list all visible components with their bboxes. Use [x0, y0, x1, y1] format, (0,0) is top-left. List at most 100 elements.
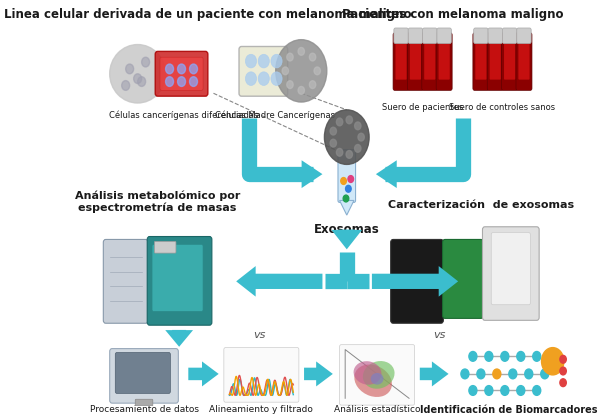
Circle shape	[271, 72, 282, 85]
Circle shape	[137, 77, 146, 87]
Circle shape	[337, 149, 343, 156]
Circle shape	[298, 47, 304, 55]
Text: Procesamiento de datos: Procesamiento de datos	[89, 405, 199, 414]
FancyBboxPatch shape	[439, 44, 450, 79]
Circle shape	[190, 77, 197, 87]
FancyBboxPatch shape	[224, 348, 299, 402]
Circle shape	[258, 72, 269, 85]
Circle shape	[178, 64, 185, 74]
FancyBboxPatch shape	[408, 28, 422, 44]
Circle shape	[346, 186, 351, 192]
FancyBboxPatch shape	[391, 240, 443, 323]
Text: Linea celular derivada de un paciente con melanoma maligno: Linea celular derivada de un paciente co…	[4, 8, 412, 22]
FancyBboxPatch shape	[473, 33, 489, 90]
Circle shape	[190, 64, 197, 74]
FancyBboxPatch shape	[410, 44, 421, 79]
FancyBboxPatch shape	[487, 33, 503, 90]
Text: Exosomas: Exosomas	[314, 223, 380, 236]
FancyBboxPatch shape	[422, 33, 438, 90]
Text: Células Madre Cancerígenas: Células Madre Cancerígenas	[215, 111, 335, 120]
Circle shape	[517, 352, 525, 361]
Circle shape	[330, 127, 337, 135]
FancyBboxPatch shape	[239, 47, 288, 96]
Text: Suero de controles sanos: Suero de controles sanos	[449, 103, 556, 112]
Circle shape	[142, 57, 149, 67]
FancyBboxPatch shape	[395, 44, 407, 79]
Text: Suero de pacientes: Suero de pacientes	[382, 103, 463, 112]
FancyBboxPatch shape	[504, 44, 515, 79]
Circle shape	[485, 386, 493, 395]
Circle shape	[122, 81, 130, 90]
Circle shape	[276, 40, 327, 102]
FancyBboxPatch shape	[155, 51, 208, 96]
Circle shape	[509, 369, 517, 379]
Ellipse shape	[110, 45, 166, 103]
Circle shape	[134, 74, 142, 84]
FancyBboxPatch shape	[517, 28, 531, 44]
Circle shape	[501, 386, 509, 395]
FancyBboxPatch shape	[422, 28, 437, 44]
Circle shape	[493, 369, 501, 379]
FancyBboxPatch shape	[154, 241, 176, 253]
Circle shape	[258, 54, 269, 68]
FancyBboxPatch shape	[147, 237, 212, 325]
Circle shape	[125, 64, 134, 74]
Circle shape	[560, 367, 566, 375]
Circle shape	[469, 386, 477, 395]
Circle shape	[485, 352, 493, 361]
Text: Identificación de Biomarcadores: Identificación de Biomarcadores	[420, 405, 598, 415]
FancyBboxPatch shape	[437, 28, 451, 44]
FancyBboxPatch shape	[436, 33, 452, 90]
Circle shape	[310, 53, 316, 61]
FancyBboxPatch shape	[115, 352, 170, 394]
Polygon shape	[340, 201, 354, 215]
Circle shape	[461, 369, 469, 379]
FancyBboxPatch shape	[475, 44, 487, 79]
FancyBboxPatch shape	[502, 28, 517, 44]
FancyBboxPatch shape	[160, 57, 203, 90]
Circle shape	[298, 87, 304, 94]
FancyBboxPatch shape	[338, 150, 356, 203]
Circle shape	[346, 151, 352, 158]
Circle shape	[343, 195, 349, 202]
Circle shape	[287, 81, 293, 89]
Text: vs: vs	[433, 330, 446, 340]
FancyBboxPatch shape	[407, 33, 424, 90]
Circle shape	[358, 133, 364, 141]
Ellipse shape	[371, 373, 383, 385]
Circle shape	[348, 176, 353, 183]
Circle shape	[517, 386, 525, 395]
Circle shape	[477, 369, 485, 379]
Circle shape	[337, 118, 343, 126]
Circle shape	[245, 54, 257, 68]
Ellipse shape	[363, 361, 395, 389]
Circle shape	[469, 352, 477, 361]
Text: vs: vs	[254, 330, 266, 340]
FancyBboxPatch shape	[152, 244, 203, 312]
FancyBboxPatch shape	[488, 28, 502, 44]
FancyBboxPatch shape	[393, 33, 409, 90]
Circle shape	[533, 386, 541, 395]
FancyBboxPatch shape	[443, 240, 483, 318]
Circle shape	[542, 348, 564, 375]
FancyBboxPatch shape	[340, 345, 415, 405]
Circle shape	[330, 139, 337, 147]
FancyBboxPatch shape	[110, 349, 178, 403]
FancyBboxPatch shape	[516, 33, 532, 90]
Circle shape	[355, 122, 361, 130]
FancyBboxPatch shape	[473, 28, 488, 44]
Circle shape	[346, 116, 352, 124]
Circle shape	[166, 77, 173, 87]
FancyBboxPatch shape	[424, 44, 436, 79]
Text: Células cancerígenas diferenciadas: Células cancerígenas diferenciadas	[109, 111, 259, 120]
Ellipse shape	[355, 364, 392, 397]
Circle shape	[310, 81, 316, 89]
FancyBboxPatch shape	[518, 44, 530, 79]
FancyBboxPatch shape	[394, 28, 408, 44]
Circle shape	[314, 67, 320, 75]
FancyBboxPatch shape	[491, 233, 530, 305]
Circle shape	[501, 352, 509, 361]
Circle shape	[325, 110, 369, 164]
Circle shape	[560, 355, 566, 363]
FancyBboxPatch shape	[135, 399, 153, 406]
